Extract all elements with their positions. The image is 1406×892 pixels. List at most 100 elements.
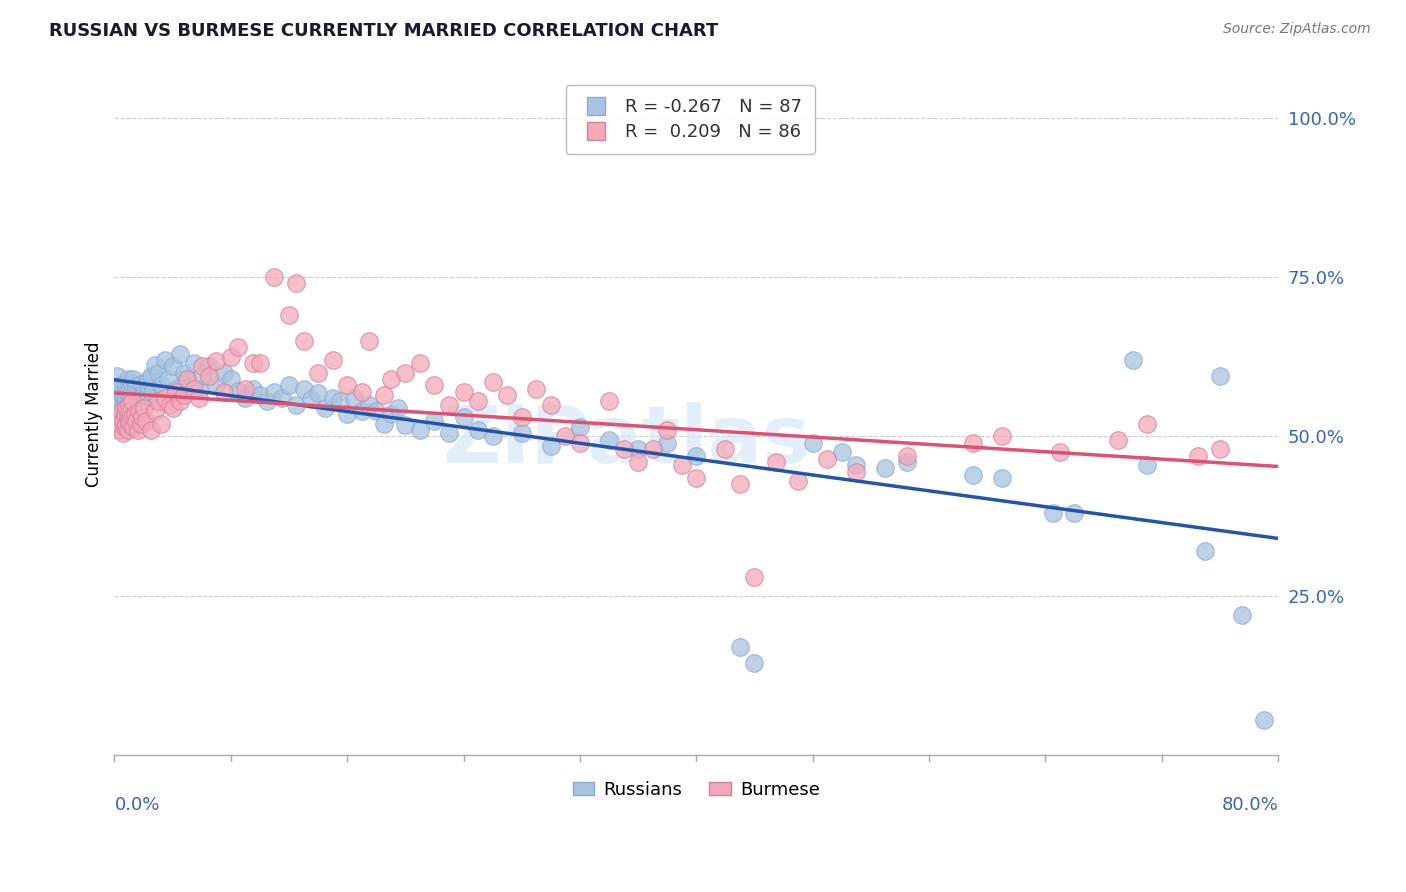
Point (162, 401, 184, 415)
Point (671, 458, 693, 473)
Point (129, 417, 152, 431)
Point (627, 455, 650, 469)
Point (496, 388, 519, 402)
Point (1230, 608, 1253, 623)
Point (205, 354, 228, 368)
Point (350, 384, 373, 399)
Point (176, 372, 198, 386)
Point (120, 398, 142, 412)
Point (111, 404, 134, 418)
Point (787, 474, 810, 488)
Point (226, 384, 249, 398)
Text: 0.0%: 0.0% (114, 797, 160, 814)
Point (169, 346, 191, 360)
Point (568, 435, 591, 450)
Point (112, 413, 135, 427)
Point (112, 426, 135, 441)
Point (124, 407, 146, 421)
Point (190, 368, 212, 383)
Point (249, 356, 271, 370)
Point (187, 382, 209, 396)
Point (366, 404, 388, 418)
Text: ZIPatlas: ZIPatlas (443, 402, 811, 481)
Point (896, 449, 918, 463)
Point (118, 413, 141, 427)
Point (143, 358, 166, 372)
Point (120, 417, 142, 431)
Point (127, 391, 149, 405)
Point (146, 366, 169, 380)
Text: Source: ZipAtlas.com: Source: ZipAtlas.com (1223, 22, 1371, 37)
Point (105, 368, 128, 383)
Point (112, 399, 135, 413)
Point (141, 386, 163, 401)
Point (322, 391, 344, 405)
Point (143, 404, 166, 418)
Point (357, 398, 380, 412)
Point (187, 391, 209, 405)
Point (481, 376, 503, 390)
Point (1253, 713, 1275, 727)
Point (299, 392, 322, 407)
Point (135, 413, 157, 427)
Point (107, 423, 129, 437)
Point (990, 429, 1012, 443)
Point (962, 467, 984, 482)
Point (437, 426, 460, 441)
Point (212, 384, 235, 399)
Point (568, 420, 591, 434)
Point (373, 417, 395, 431)
Point (409, 423, 432, 437)
Point (292, 382, 315, 396)
Point (110, 384, 132, 398)
Point (131, 410, 153, 425)
Point (815, 451, 838, 466)
Point (121, 394, 143, 409)
Point (1049, 445, 1071, 459)
Point (350, 404, 373, 418)
Point (744, 656, 766, 670)
Point (155, 391, 177, 405)
Point (118, 392, 141, 407)
Point (173, 366, 195, 380)
Point (831, 445, 853, 459)
Point (540, 398, 562, 412)
Point (307, 366, 329, 380)
Point (1209, 442, 1232, 457)
Point (162, 359, 184, 374)
Point (765, 455, 787, 469)
Point (173, 388, 195, 402)
Point (1136, 458, 1159, 473)
Point (744, 570, 766, 584)
Point (409, 356, 432, 370)
Point (176, 372, 198, 386)
Point (380, 372, 402, 386)
Point (115, 391, 138, 405)
Point (256, 394, 278, 409)
Point (117, 423, 139, 437)
Point (120, 404, 142, 418)
Point (105, 410, 128, 425)
Point (149, 417, 172, 431)
Point (118, 398, 141, 412)
Point (1187, 449, 1209, 463)
Point (322, 353, 344, 368)
Point (115, 401, 138, 415)
Point (122, 420, 145, 434)
Point (128, 404, 150, 418)
Point (219, 350, 242, 364)
Point (278, 378, 301, 392)
Point (1209, 368, 1232, 383)
Point (307, 386, 329, 401)
Point (117, 401, 139, 415)
Point (336, 378, 359, 392)
Point (845, 465, 868, 479)
Point (1063, 506, 1085, 520)
Point (132, 380, 155, 394)
Point (1107, 433, 1129, 447)
Point (612, 442, 634, 457)
Point (132, 401, 155, 415)
Point (155, 353, 177, 368)
Point (540, 439, 562, 453)
Point (598, 394, 620, 409)
